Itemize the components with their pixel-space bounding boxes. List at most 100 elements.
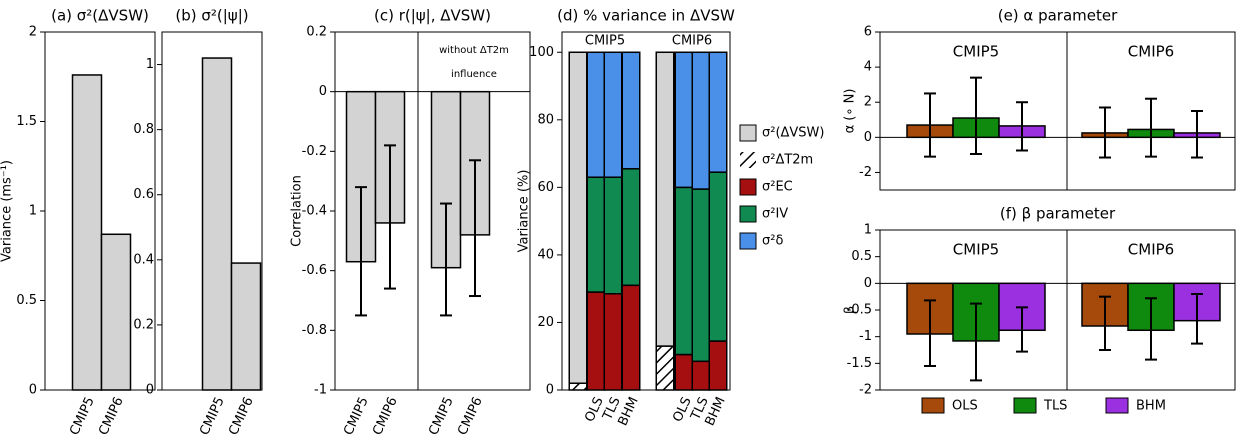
y-tick-label: -0.8 [302, 323, 327, 338]
bar-segment [691, 188, 711, 363]
y-tick-label: 100 [529, 45, 554, 60]
annotation: influence [451, 69, 497, 80]
panel-title: (b) σ²(|ψ|) [175, 7, 248, 25]
x-tick-label: CMIP6 [96, 395, 127, 438]
y-tick-label: 1.5 [16, 114, 37, 129]
legend-label: σ²(ΔVSW) [762, 126, 825, 141]
y-tick-label: 4 [864, 60, 872, 75]
plot-frame [561, 31, 731, 391]
legend-swatch [921, 397, 945, 414]
y-tick-label: 40 [537, 247, 554, 262]
plot-frame [334, 31, 531, 391]
legend-swatch [739, 124, 757, 142]
y-tick-label: -0.6 [302, 263, 327, 278]
x-tick-label: CMIP6 [370, 395, 401, 438]
bar-segment [674, 51, 694, 189]
legend-label: σ²IV [762, 207, 788, 222]
y-axis-label: Correlation [290, 175, 305, 247]
legend-swatch [739, 232, 757, 250]
y-tick-label: -1 [314, 383, 327, 398]
panel-title: (d) % variance in ΔVSW [557, 7, 735, 25]
bar-segment [568, 51, 588, 384]
y-tick-label: 0.6 [133, 187, 154, 202]
bar-segment [708, 51, 728, 173]
panel-title: (f) β parameter [1000, 205, 1116, 223]
bar-segment [691, 360, 711, 391]
legend-label: BHM [1136, 399, 1166, 414]
y-tick-label: 0.5 [851, 249, 872, 264]
y-axis-label: β [843, 306, 858, 314]
group-label: CMIP6 [672, 34, 712, 49]
y-tick-label: 0 [319, 84, 327, 99]
bar-segment [621, 284, 641, 391]
bar-segment [674, 353, 694, 391]
group-label: CMIP6 [1128, 241, 1174, 259]
bar-segment [603, 292, 623, 391]
bar-segment [621, 168, 641, 287]
y-tick-label: 0 [146, 383, 154, 398]
group-label: CMIP5 [953, 241, 999, 259]
plot-frame [879, 31, 1236, 191]
bar-segment [603, 51, 623, 178]
legend-swatch [739, 205, 757, 223]
y-axis-label: α (∘ N) [843, 89, 858, 134]
y-tick-label: -2 [859, 383, 872, 398]
y-tick-label: 0.5 [16, 293, 37, 308]
plot-frame [879, 229, 1236, 391]
plot-frame [161, 31, 263, 391]
bar [230, 262, 262, 391]
legend-label: σ²δ [762, 234, 783, 249]
x-tick-label: CMIP5 [67, 395, 98, 438]
group-label: CMIP5 [585, 34, 625, 49]
y-tick-label: -1 [859, 329, 872, 344]
legend-label: σ²ΔT2m [762, 153, 813, 168]
y-tick-label: 80 [537, 112, 554, 127]
x-tick-label: CMIP6 [455, 395, 486, 438]
legend-swatch [740, 152, 756, 168]
x-tick-label: CMIP5 [341, 395, 372, 438]
y-axis-label: Variance (%) [517, 170, 532, 253]
y-tick-label: 0.8 [133, 122, 154, 137]
bar [71, 74, 103, 391]
annotation: without ΔT2m [439, 45, 509, 56]
legend-label: TLS [1043, 399, 1067, 414]
y-tick-label: 0.2 [133, 317, 154, 332]
legend-swatch [739, 178, 757, 196]
bar-segment [708, 171, 728, 342]
bar-segment [655, 345, 675, 391]
y-tick-label: 0 [29, 383, 37, 398]
y-tick-label: 0 [864, 276, 872, 291]
y-tick-label: -0.5 [847, 303, 872, 318]
bar-segment [621, 51, 641, 170]
bar-segment [603, 176, 623, 295]
legend-label: σ²EC [762, 180, 793, 195]
y-tick-label: 2 [864, 95, 872, 110]
plot-frame [44, 31, 156, 391]
y-tick-label: 60 [537, 180, 554, 195]
y-tick-label: 0.4 [133, 252, 154, 267]
bar-segment [674, 186, 694, 356]
bar-segment [586, 176, 606, 293]
bar [100, 233, 132, 391]
y-tick-label: 0.2 [306, 25, 327, 40]
bar-segment [586, 51, 606, 178]
panel-title: (a) σ²(ΔVSW) [51, 7, 149, 25]
y-tick-label: 0 [546, 383, 554, 398]
y-tick-label: 20 [537, 315, 554, 330]
bar-segment [708, 340, 728, 391]
y-tick-label: -1.5 [847, 356, 872, 371]
group-label: CMIP5 [953, 43, 999, 61]
bar-segment [655, 51, 675, 347]
legend-label: OLS [952, 399, 978, 414]
group-label: CMIP6 [1128, 43, 1174, 61]
y-tick-label: -0.4 [302, 204, 327, 219]
y-tick-label: 6 [864, 25, 872, 40]
panel-title: (e) α parameter [998, 7, 1118, 25]
y-axis-label: Variance (ms⁻¹) [0, 160, 15, 262]
legend-swatch [1105, 397, 1129, 414]
x-tick-label: CMIP6 [226, 395, 257, 438]
y-tick-label: 2 [29, 25, 37, 40]
y-tick-label: -0.2 [302, 144, 327, 159]
bar-segment [568, 382, 588, 391]
